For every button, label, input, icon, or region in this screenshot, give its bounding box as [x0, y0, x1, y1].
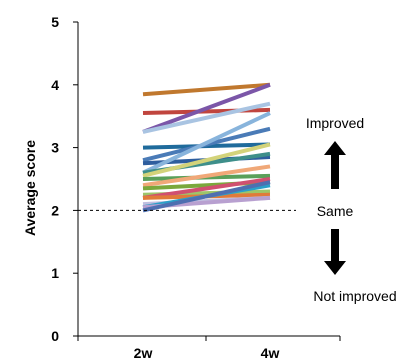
- x-tick-label: 2w: [134, 345, 153, 361]
- series-line-15: [142, 177, 271, 200]
- not-improved-label: Not improved: [313, 288, 396, 304]
- x-tick-label: 4w: [261, 345, 280, 361]
- series-lines: [142, 82, 271, 213]
- y-tick-label: 5: [51, 14, 59, 30]
- y-tick-label: 1: [51, 265, 59, 281]
- series-line-3: [142, 82, 271, 134]
- series-line-1: [142, 82, 271, 97]
- series-line-8: [142, 111, 271, 175]
- series-line-12: [142, 164, 271, 188]
- down-arrow-icon: [324, 229, 346, 275]
- y-axis-title: Average score: [22, 140, 38, 236]
- y-axis: 0 1 2 3 4 5: [51, 14, 79, 344]
- y-tick-label: 2: [51, 202, 59, 218]
- y-tick-label: 0: [51, 328, 59, 344]
- improved-label: Improved: [306, 115, 364, 131]
- up-arrow-icon: [324, 141, 346, 189]
- x-axis: 2w 4w: [77, 335, 341, 361]
- same-label: Same: [317, 203, 354, 219]
- y-tick-label: 4: [51, 77, 59, 93]
- series-line-2: [142, 107, 271, 116]
- series-line-20: [142, 180, 271, 213]
- series-line-10: [142, 142, 271, 178]
- y-tick-label: 3: [51, 140, 59, 156]
- series-line-4: [142, 101, 271, 134]
